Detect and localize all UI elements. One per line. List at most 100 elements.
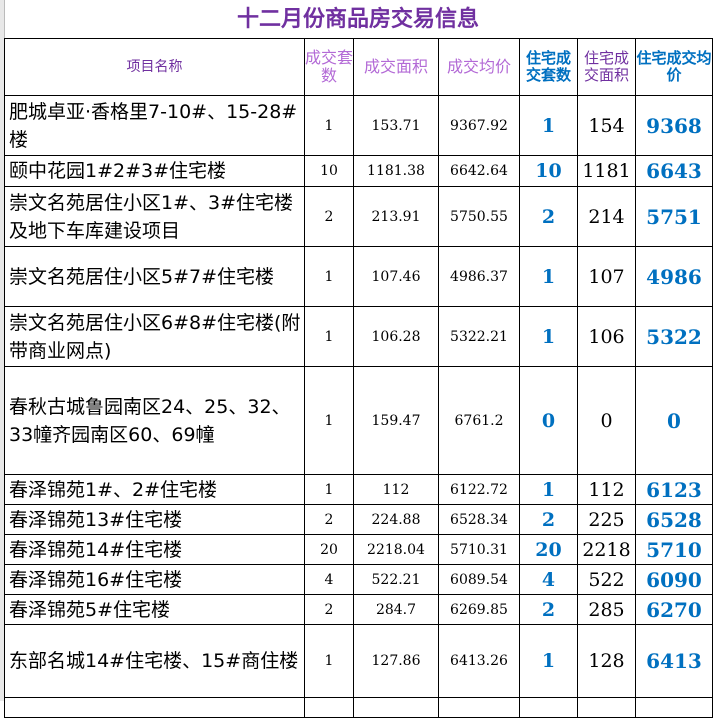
cell-res-area[interactable]: 214 — [577, 186, 636, 247]
cell-count[interactable]: 1 — [304, 624, 354, 698]
table-row: 春泽锦苑16#住宅楼 4 522.21 6089.54 4 522 6090 — [4, 564, 713, 595]
cell-name[interactable]: 颐中花园1#2#3#住宅楼 — [4, 155, 305, 187]
cell-name[interactable]: 东部名城14#住宅楼、15#商住楼 — [4, 624, 305, 698]
cell-res-area[interactable]: 522 — [577, 564, 636, 595]
cell-res-area[interactable]: 2218 — [577, 534, 636, 565]
cell-res-price[interactable]: 6413 — [635, 624, 713, 698]
cell-res-count[interactable]: 1 — [519, 246, 578, 307]
cell-price[interactable]: 6413.26 — [438, 624, 520, 698]
cell-name[interactable]: 春泽锦苑1#、2#住宅楼 — [4, 474, 305, 505]
cell-name[interactable]: 崇文名苑居住小区5#7#住宅楼 — [4, 246, 305, 307]
cell-name[interactable]: 春秋古城鲁园南区24、25、32、33幢齐园南区60、69幢 — [4, 366, 305, 475]
table-row: 春泽锦苑5#住宅楼 2 284.7 6269.85 2 285 6270 — [4, 594, 713, 625]
table-row: 崇文名苑居住小区6#8#住宅楼(附带商业网点) 1 106.28 5322.21 1 10… — [4, 306, 713, 367]
sheet-title: 十二月份商品房交易信息 — [236, 7, 479, 32]
cell-area[interactable]: 224.88 — [353, 504, 439, 535]
cell-price[interactable]: 6528.34 — [438, 504, 520, 535]
cell-res-count[interactable]: 1 — [519, 306, 578, 367]
cell-area[interactable]: 127.86 — [353, 624, 439, 698]
cell-res-price[interactable]: 5322 — [635, 306, 713, 367]
cell-price[interactable]: 6761.2 — [438, 366, 520, 475]
cell-price[interactable]: 5750.55 — [438, 186, 520, 247]
cell-res-count[interactable]: 20 — [519, 534, 578, 565]
cell-count[interactable]: 20 — [304, 534, 354, 565]
header-res-count[interactable]: 住宅成交套数 — [519, 38, 578, 96]
cell-area[interactable]: 1181.38 — [353, 155, 439, 187]
cell-count[interactable]: 2 — [304, 594, 354, 625]
cell-count[interactable]: 4 — [304, 564, 354, 595]
cell-price[interactable]: 6089.54 — [438, 564, 520, 595]
cell-res-area[interactable]: 128 — [577, 624, 636, 698]
cell-res-price[interactable]: 6090 — [635, 564, 713, 595]
cell-area[interactable]: 2218.04 — [353, 534, 439, 565]
cell-res-price[interactable]: 9368 — [635, 95, 713, 156]
cell-res-area[interactable]: 107 — [577, 246, 636, 307]
cell-res-price[interactable]: 5751 — [635, 186, 713, 247]
header-res-area[interactable]: 住宅成交面积 — [577, 38, 636, 96]
cell-res-count[interactable]: 1 — [519, 474, 578, 505]
cell-res-price[interactable]: 6643 — [635, 155, 713, 187]
cell-area[interactable]: 106.28 — [353, 306, 439, 367]
header-count[interactable]: 成交套数 — [304, 38, 354, 96]
cell-res-price[interactable]: 4986 — [635, 246, 713, 307]
cell-res-count[interactable]: 1 — [519, 624, 578, 698]
cell-res-area[interactable]: 106 — [577, 306, 636, 367]
cell-area[interactable]: 522.21 — [353, 564, 439, 595]
cell-area[interactable]: 153.71 — [353, 95, 439, 156]
cell-name[interactable]: 春泽锦苑5#住宅楼 — [4, 594, 305, 625]
cell-area[interactable]: 284.7 — [353, 594, 439, 625]
cell-res-count[interactable]: 2 — [519, 504, 578, 535]
cell-price[interactable]: 9367.92 — [438, 95, 520, 156]
cell-count[interactable]: 1 — [304, 366, 354, 475]
cell-count[interactable]: 1 — [304, 246, 354, 307]
table-row: 春秋古城鲁园南区24、25、32、33幢齐园南区60、69幢 1 159.47 676… — [4, 366, 713, 475]
cell-count[interactable]: 2 — [304, 504, 354, 535]
cell-area[interactable]: 112 — [353, 474, 439, 505]
header-name[interactable]: 项目名称 — [4, 38, 305, 96]
cell-count[interactable]: 1 — [304, 306, 354, 367]
cell-res-price[interactable]: 0 — [635, 366, 713, 475]
cell-res-price[interactable]: 6123 — [635, 474, 713, 505]
cell-res-count[interactable]: 4 — [519, 564, 578, 595]
cell-price[interactable]: 5322.21 — [438, 306, 520, 367]
cell-name[interactable]: 春泽锦苑13#住宅楼 — [4, 504, 305, 535]
table-row: 东部名城14#住宅楼、15#商住楼 1 127.86 6413.26 1 128 6413 — [4, 624, 713, 698]
cell-res-area[interactable]: 154 — [577, 95, 636, 156]
cell-count[interactable]: 10 — [304, 155, 354, 187]
cell-res-price[interactable]: 6528 — [635, 504, 713, 535]
cell-name[interactable]: 春泽锦苑14#住宅楼 — [4, 534, 305, 565]
cell-name[interactable]: 崇文名苑居住小区6#8#住宅楼(附带商业网点) — [4, 306, 305, 367]
cell-res-price[interactable]: 5710 — [635, 534, 713, 565]
header-row: 项目名称 成交套数 成交面积 成交均价 住宅成交套数 住宅成交面积 住宅成交均价 — [4, 38, 713, 96]
cell-price[interactable]: 6122.72 — [438, 474, 520, 505]
header-price[interactable]: 成交均价 — [438, 38, 520, 96]
cell-res-count[interactable]: 10 — [519, 155, 578, 187]
cell-res-area[interactable]: 1181 — [577, 155, 636, 187]
header-area[interactable]: 成交面积 — [353, 38, 439, 96]
header-res-price[interactable]: 住宅成交均价 — [635, 38, 713, 96]
table-row: 春泽锦苑14#住宅楼 20 2218.04 5710.31 20 2218 5710 — [4, 534, 713, 565]
cell-res-count[interactable]: 0 — [519, 366, 578, 475]
cell-count[interactable]: 2 — [304, 186, 354, 247]
cell-area[interactable]: 213.91 — [353, 186, 439, 247]
cell-count[interactable]: 1 — [304, 95, 354, 156]
cell-price[interactable]: 5710.31 — [438, 534, 520, 565]
cell-res-price[interactable]: 6270 — [635, 594, 713, 625]
cell-count[interactable]: 1 — [304, 474, 354, 505]
cell-res-count[interactable]: 2 — [519, 186, 578, 247]
cell-name[interactable]: 崇文名苑居住小区1#、3#住宅楼及地下车库建设项目 — [4, 186, 305, 247]
cell-area[interactable]: 159.47 — [353, 366, 439, 475]
cell-name[interactable]: 肥城卓亚·香格里7-10#、15-28#楼 — [4, 95, 305, 156]
cell-res-count[interactable]: 1 — [519, 95, 578, 156]
cell-price[interactable]: 4986.37 — [438, 246, 520, 307]
cell-price[interactable]: 6269.85 — [438, 594, 520, 625]
cell-res-area[interactable]: 285 — [577, 594, 636, 625]
cell-res-area[interactable]: 225 — [577, 504, 636, 535]
cell-res-area[interactable]: 112 — [577, 474, 636, 505]
cell-price[interactable]: 6642.64 — [438, 155, 520, 187]
cell-res-area[interactable]: 0 — [577, 366, 636, 475]
cell-name[interactable]: 春泽锦苑16#住宅楼 — [4, 564, 305, 595]
cell-res-count[interactable]: 2 — [519, 594, 578, 625]
cell-area[interactable]: 107.46 — [353, 246, 439, 307]
